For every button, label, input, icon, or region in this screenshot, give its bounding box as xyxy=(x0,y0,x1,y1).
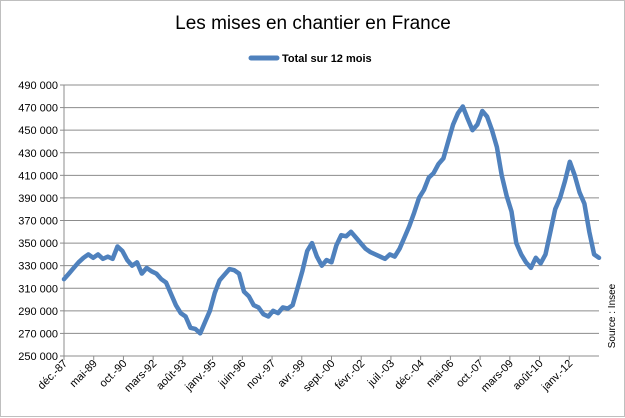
x-tick-label: juil.-03 xyxy=(365,358,397,390)
y-tick-label: 410 000 xyxy=(18,170,58,182)
x-tick-label: août-93 xyxy=(154,358,189,393)
series-line xyxy=(61,104,602,336)
x-tick-label: févr.-02 xyxy=(333,358,367,392)
legend: Total sur 12 mois xyxy=(248,53,372,65)
y-tick-label: 350 000 xyxy=(18,238,58,250)
y-tick-label: 250 000 xyxy=(18,351,58,363)
chart-title: Les mises en chantier en France xyxy=(175,13,451,34)
x-tick-label: sept.-00 xyxy=(301,358,338,395)
legend-label: Total sur 12 mois xyxy=(282,53,372,65)
y-tick-label: 470 000 xyxy=(18,103,58,115)
x-tick-label: août-10 xyxy=(511,358,546,393)
y-tick-label: 390 000 xyxy=(18,193,58,205)
y-tick-label: 430 000 xyxy=(18,148,58,160)
x-tick-label: janv.-12 xyxy=(539,358,575,394)
x-tick-label: mai-06 xyxy=(424,358,456,390)
y-tick-label: 490 000 xyxy=(18,80,58,92)
x-tick-label: nov.-97 xyxy=(244,358,278,392)
x-tick-label: janv.-95 xyxy=(182,358,218,394)
y-tick-label: 330 000 xyxy=(18,261,58,273)
y-tick-label: 310 000 xyxy=(18,283,58,295)
x-tick-label: mai-89 xyxy=(68,358,100,390)
x-tick-label: juin-96 xyxy=(216,358,249,391)
y-tick-label: 270 000 xyxy=(18,328,58,340)
y-tick-label: 370 000 xyxy=(18,216,58,228)
y-tick-label: 450 000 xyxy=(18,125,58,137)
x-tick-label: déc.-04 xyxy=(392,358,426,392)
x-tick-label: mars-92 xyxy=(122,358,159,395)
source-note: Source : Insee xyxy=(607,283,618,348)
y-tick-label: 290 000 xyxy=(18,306,58,318)
x-tick-label: mars-09 xyxy=(479,358,516,395)
